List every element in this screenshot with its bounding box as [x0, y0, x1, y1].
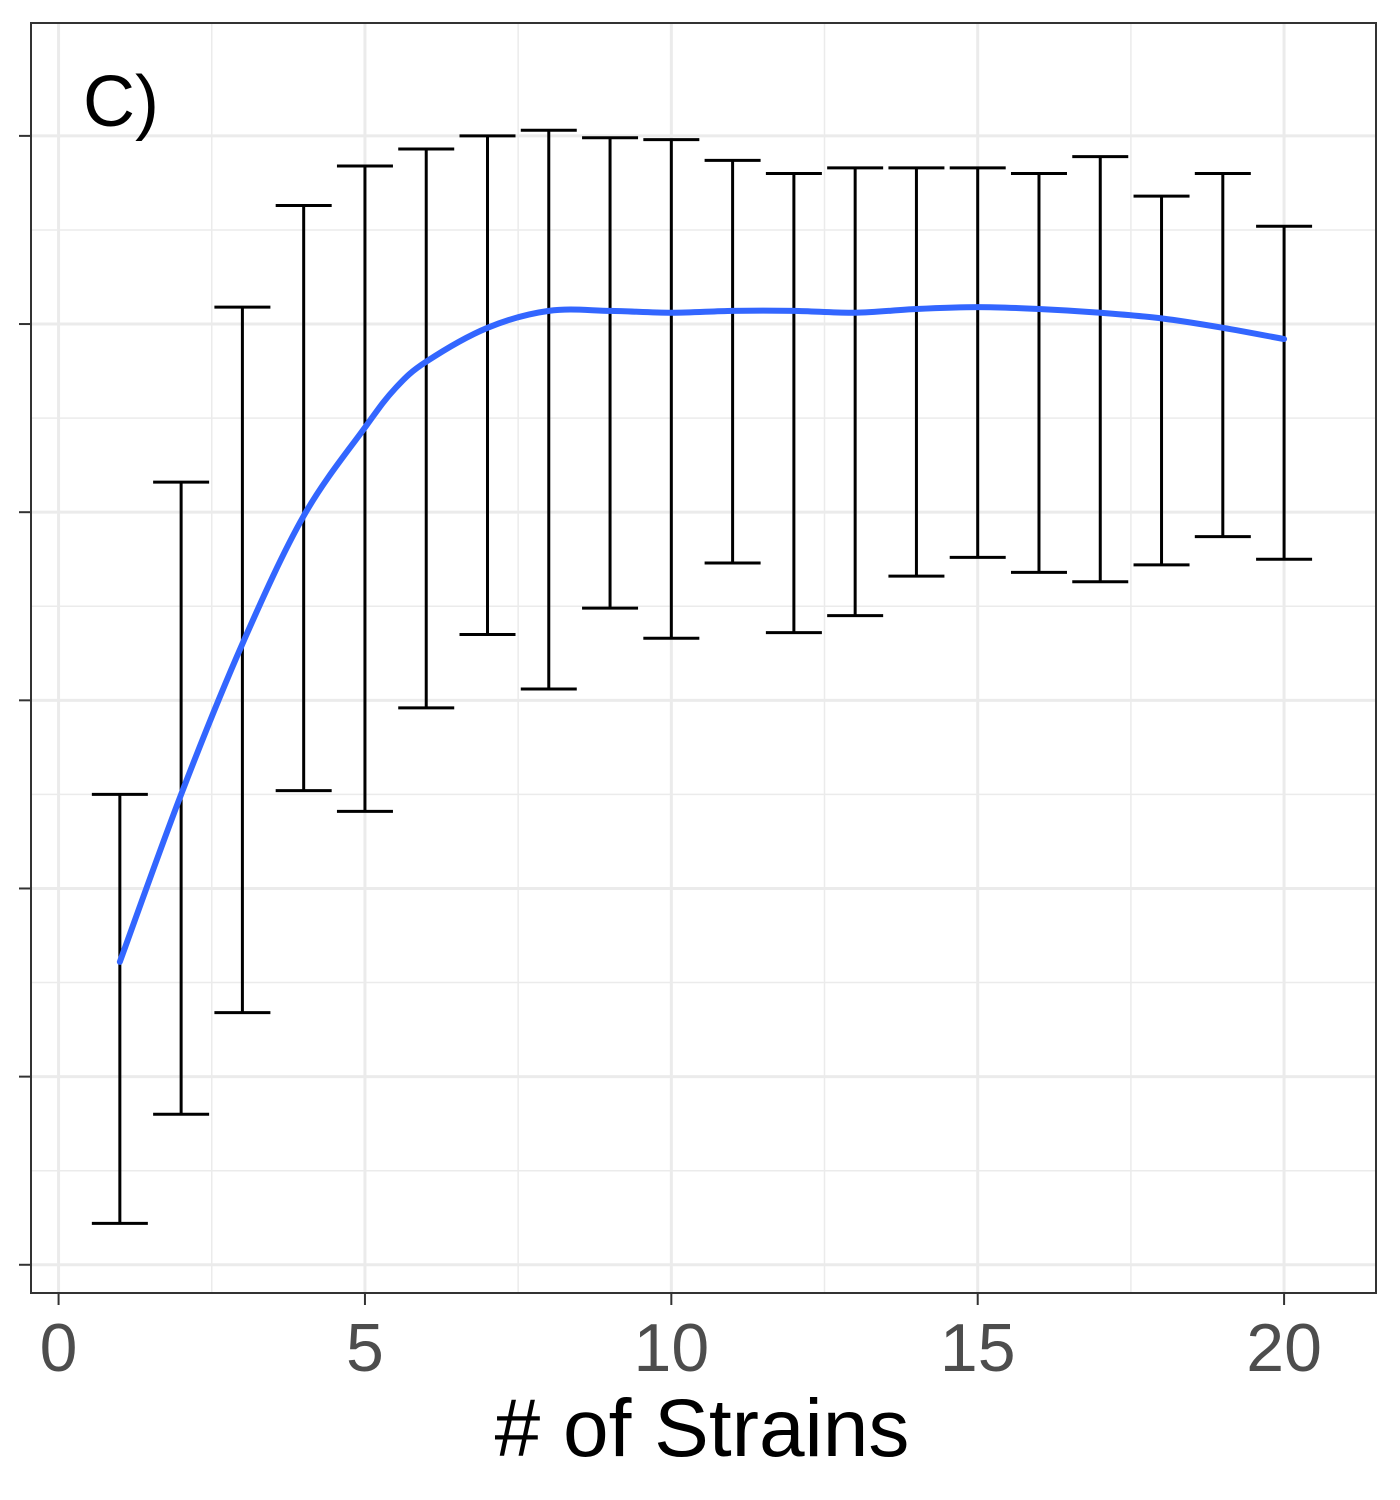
error-bar [520, 128, 577, 691]
x-tick-label: 15 [940, 1310, 1016, 1386]
x-tick-label: 20 [1246, 1310, 1322, 1386]
error-bar [643, 138, 700, 640]
error-bar [949, 166, 1006, 559]
x-axis-title: # of Strains [495, 1383, 910, 1474]
smooth-line [116, 304, 1288, 965]
error-bar [459, 134, 516, 636]
error-bar [398, 147, 455, 710]
x-tick-label: 10 [634, 1310, 710, 1386]
panel-border [30, 22, 1377, 1294]
error-bar [275, 204, 332, 793]
panel-label: C) [83, 62, 159, 142]
error-bars [91, 128, 1313, 1225]
error-bar [1194, 172, 1251, 539]
error-bar [582, 136, 639, 610]
error-bar [91, 792, 148, 1225]
error-bar [1133, 194, 1190, 567]
error-bar [1010, 172, 1067, 574]
error-bar [214, 305, 271, 1015]
error-bar [827, 166, 884, 618]
error-bar [888, 166, 945, 578]
error-bar [336, 164, 393, 813]
error-bar [1072, 155, 1129, 584]
x-axis: 0 5 10 15 20 [19, 134, 1322, 1386]
error-bar [704, 158, 761, 565]
error-bar [765, 172, 822, 635]
x-tick-label: 0 [40, 1310, 78, 1386]
error-bar [1256, 224, 1313, 561]
x-tick-label: 5 [346, 1310, 384, 1386]
